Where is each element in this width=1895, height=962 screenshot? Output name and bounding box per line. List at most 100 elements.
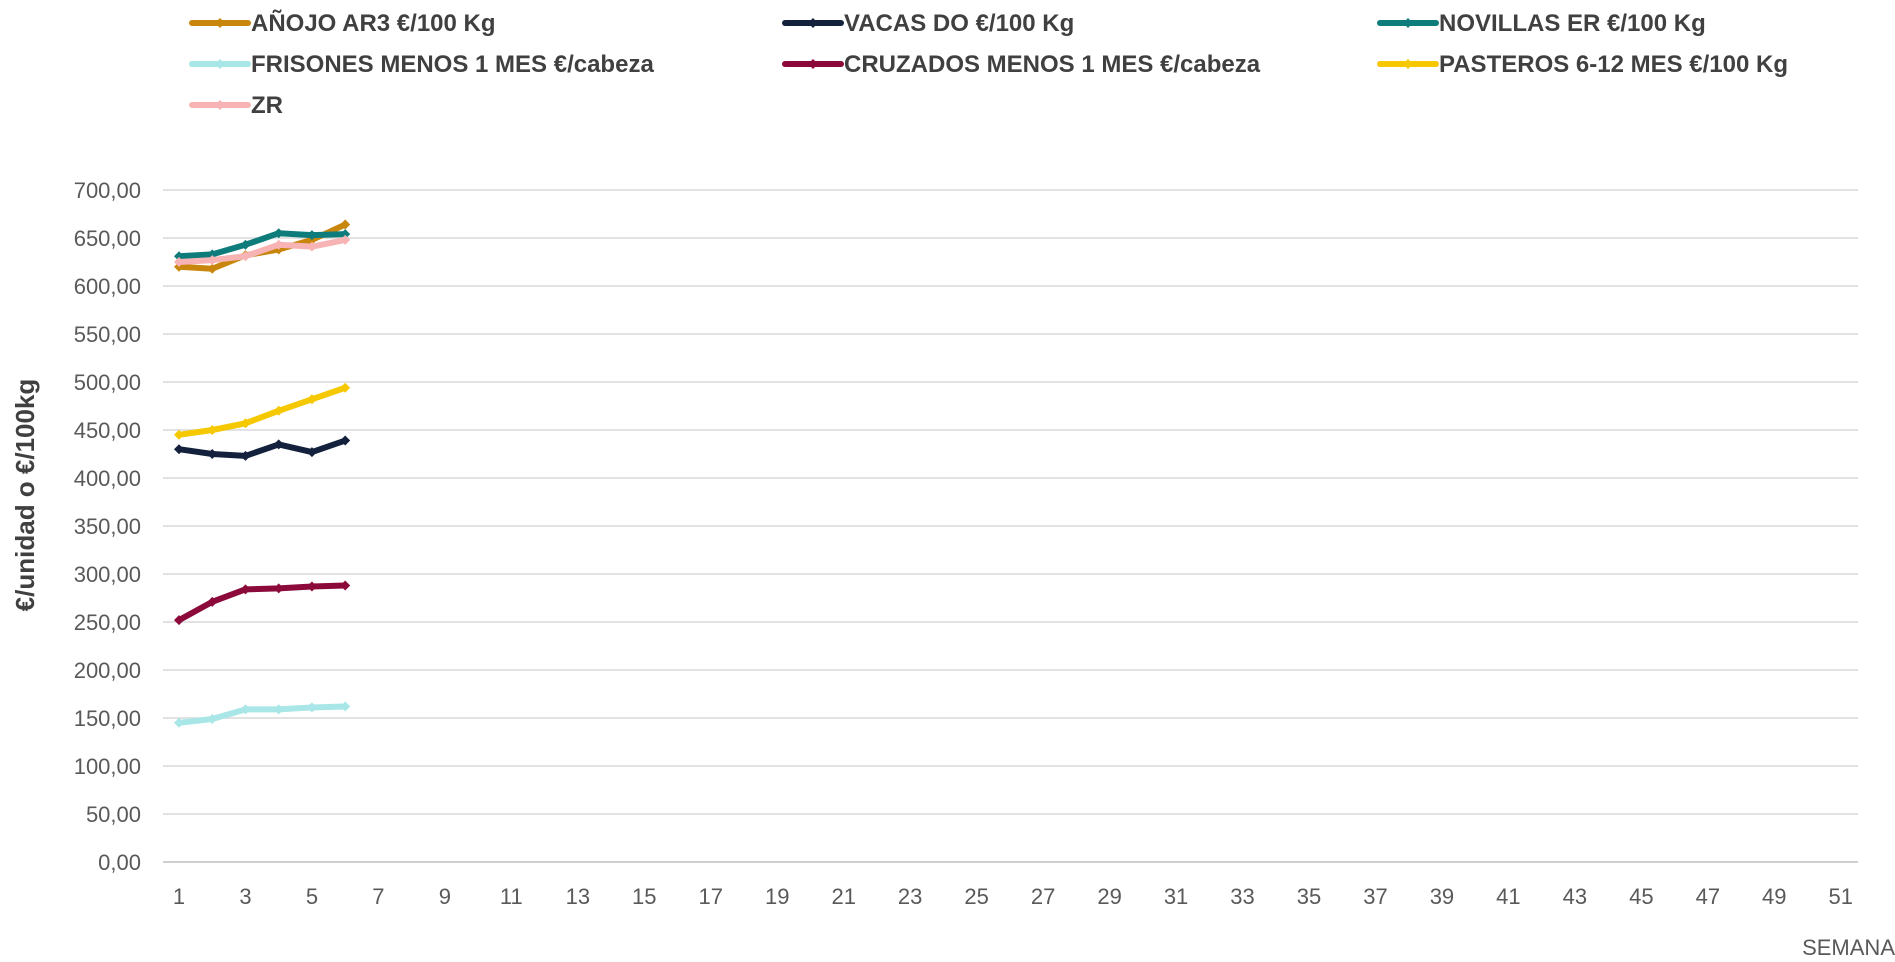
y-tick-label: 600,00 — [74, 274, 141, 299]
data-point — [240, 251, 251, 262]
x-tick-label: 37 — [1363, 884, 1387, 909]
y-tick-label: 500,00 — [74, 370, 141, 395]
gridlines — [163, 189, 1858, 863]
x-tick-label: 19 — [765, 884, 789, 909]
data-point — [207, 263, 218, 274]
legend-item: FRISONES MENOS 1 MES €/cabeza — [189, 51, 654, 78]
data-point — [207, 449, 218, 459]
data-point — [240, 584, 251, 595]
x-tick-label: 39 — [1430, 884, 1454, 909]
legend-item: NOVILLAS ER €/100 Kg — [1377, 10, 1706, 37]
series-line — [176, 230, 349, 260]
x-tick-label: 29 — [1097, 884, 1121, 909]
data-point — [340, 580, 351, 591]
legend-swatch-marker — [215, 100, 225, 110]
y-tick-label: 350,00 — [74, 514, 141, 539]
y-tick-label: 400,00 — [74, 466, 141, 491]
x-tick-label: 43 — [1563, 884, 1587, 909]
y-axis-title: €/unidad o €/100kg — [10, 379, 40, 612]
data-point — [207, 255, 218, 266]
x-tick-label: 13 — [566, 884, 590, 909]
y-axis: 0,00 50,00 100,00 150,00 200,00 250,00 300,00 3… — [74, 178, 141, 875]
x-tick-label: 49 — [1762, 884, 1786, 909]
legend-label: ZR — [251, 92, 283, 119]
legend-label: FRISONES MENOS 1 MES €/cabeza — [251, 51, 654, 78]
series — [174, 219, 351, 728]
x-axis-title: SEMANA — [1802, 935, 1895, 957]
series-3 — [174, 228, 351, 262]
x-tick-label: 31 — [1164, 884, 1188, 909]
x-tick-label: 51 — [1829, 884, 1853, 909]
legend-item: ZR — [189, 92, 283, 119]
x-tick-label: 3 — [239, 884, 251, 909]
data-point — [273, 704, 284, 715]
legend-label: NOVILLAS ER €/100 Kg — [1439, 10, 1706, 37]
y-tick-label: 250,00 — [74, 610, 141, 635]
legend-swatch-marker — [215, 59, 225, 69]
data-point — [240, 704, 251, 715]
y-tick-label: 150,00 — [74, 706, 141, 731]
series-line — [176, 236, 349, 265]
y-tick-label: 300,00 — [74, 562, 141, 587]
data-point — [273, 228, 284, 239]
data-point — [207, 713, 218, 724]
y-tick-label: 550,00 — [74, 322, 141, 347]
legend-swatch-marker — [1403, 18, 1413, 28]
data-point — [340, 382, 351, 393]
y-tick-label: 450,00 — [74, 418, 141, 443]
legend-item: CRUZADOS MENOS 1 MES €/cabeza — [782, 51, 1261, 78]
data-point — [306, 394, 317, 405]
data-point — [306, 447, 317, 458]
legend-swatch-marker — [808, 59, 818, 69]
x-tick-label: 27 — [1031, 884, 1055, 909]
x-tick-label: 1 — [173, 884, 185, 909]
series-6 — [174, 382, 351, 440]
series-5 — [174, 580, 351, 626]
data-point — [340, 219, 351, 230]
x-tick-label: 45 — [1629, 884, 1653, 909]
data-point — [174, 251, 184, 262]
y-tick-label: 0,00 — [98, 850, 141, 875]
x-tick-label: 9 — [439, 884, 451, 909]
data-point — [174, 615, 184, 626]
data-point — [207, 425, 218, 435]
y-tick-label: 50,00 — [86, 802, 141, 827]
series-line — [176, 582, 349, 624]
data-point — [240, 418, 251, 429]
x-tick-label: 41 — [1496, 884, 1520, 909]
data-point — [240, 239, 251, 250]
x-tick-label: 11 — [500, 884, 523, 909]
data-point — [174, 444, 184, 455]
series-2 — [174, 435, 351, 461]
data-point — [273, 583, 284, 594]
x-tick-label: 33 — [1230, 884, 1254, 909]
data-point — [340, 701, 351, 712]
data-point — [273, 439, 284, 450]
x-tick-label: 7 — [372, 884, 384, 909]
legend-item: AÑOJO AR3 €/100 Kg — [189, 9, 496, 37]
data-point — [340, 435, 351, 446]
x-tick-label: 5 — [306, 884, 318, 909]
x-tick-label: 17 — [699, 884, 723, 909]
series-line — [176, 437, 349, 459]
legend: AÑOJO AR3 €/100 Kg VACAS DO €/100 Kg NOVIL… — [189, 9, 1788, 119]
data-point — [340, 234, 351, 245]
x-tick-label: 23 — [898, 884, 922, 909]
data-point — [306, 241, 317, 252]
y-tick-label: 200,00 — [74, 658, 141, 683]
series-7 — [174, 234, 351, 267]
legend-item: VACAS DO €/100 Kg — [782, 10, 1074, 37]
data-point — [306, 702, 317, 713]
data-point — [207, 596, 218, 607]
legend-label: CRUZADOS MENOS 1 MES €/cabeza — [844, 51, 1261, 78]
x-tick-label: 21 — [831, 884, 855, 909]
legend-swatch-marker — [215, 18, 225, 28]
y-tick-label: 650,00 — [74, 226, 141, 251]
data-point — [273, 405, 284, 416]
legend-label: AÑOJO AR3 €/100 Kg — [251, 9, 496, 37]
data-point — [174, 717, 184, 728]
data-point — [273, 239, 284, 250]
x-tick-label: 35 — [1297, 884, 1321, 909]
